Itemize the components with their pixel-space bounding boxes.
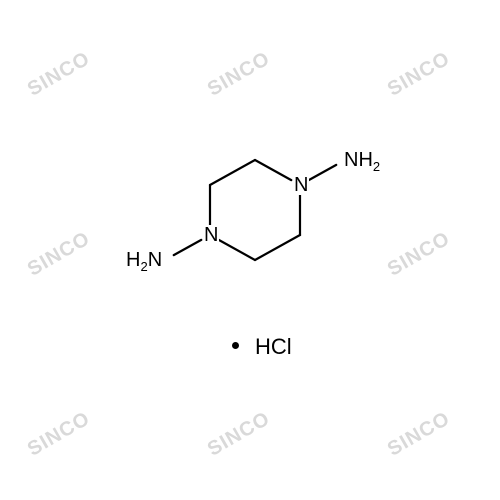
atom-label-NH2a: NH2	[343, 150, 381, 170]
atom-label-N4: N	[203, 225, 219, 245]
bond-group	[174, 160, 337, 260]
bond	[174, 240, 202, 255]
bond	[255, 160, 291, 180]
atom-label-NH2b: H2N	[125, 250, 163, 270]
bond	[255, 235, 300, 260]
atom-label-N1: N	[293, 175, 309, 195]
salt-dot	[232, 342, 239, 349]
chemical-structure	[0, 0, 500, 500]
bond	[210, 160, 255, 185]
bond	[309, 165, 337, 180]
salt-label: HCl	[255, 334, 292, 360]
bond	[219, 240, 255, 260]
